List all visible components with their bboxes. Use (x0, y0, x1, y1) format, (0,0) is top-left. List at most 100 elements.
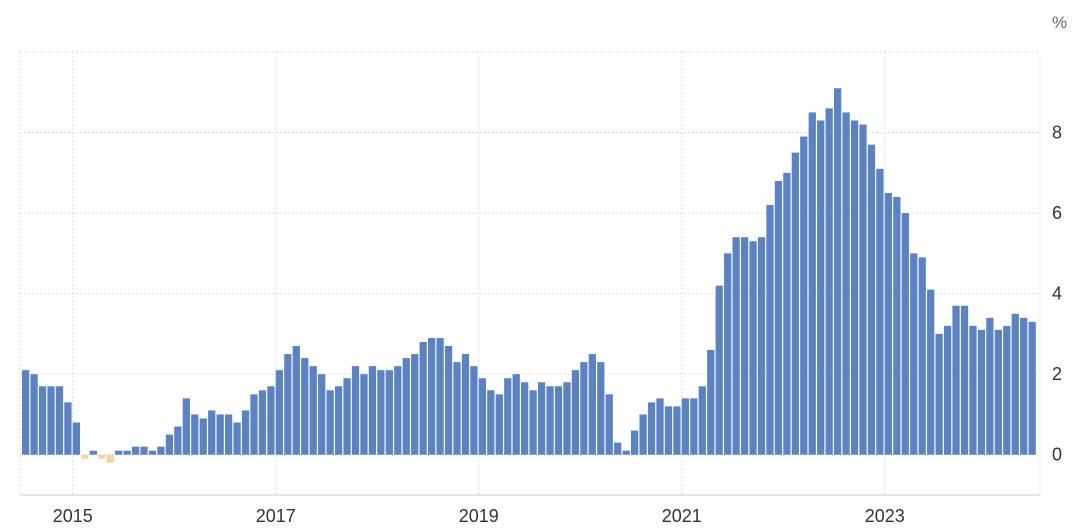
chart-bar[interactable] (292, 345, 300, 455)
chart-bar[interactable] (377, 370, 385, 455)
chart-bar[interactable] (859, 124, 867, 455)
chart-bar[interactable] (588, 354, 596, 455)
chart-bar[interactable] (571, 370, 580, 455)
chart-bar[interactable] (901, 213, 909, 455)
chart-bar[interactable] (774, 180, 783, 455)
chart-bar[interactable] (783, 172, 791, 455)
chart-bar[interactable] (165, 434, 174, 455)
chart-bar[interactable] (521, 382, 529, 455)
chart-bar[interactable] (284, 354, 292, 455)
chart-bar[interactable] (453, 362, 461, 455)
chart-bar[interactable] (419, 341, 427, 455)
chart-bar[interactable] (766, 205, 774, 455)
chart-bar[interactable] (326, 390, 334, 455)
chart-bar[interactable] (1028, 321, 1036, 455)
chart-bar[interactable] (343, 378, 351, 455)
chart-bar[interactable] (537, 382, 546, 455)
chart-bar[interactable] (148, 450, 157, 455)
chart-bar[interactable] (394, 366, 402, 455)
chart-bar[interactable] (360, 374, 368, 455)
chart-bar[interactable] (969, 325, 977, 455)
chart-bar[interactable] (157, 446, 165, 455)
chart-bar[interactable] (444, 345, 453, 455)
chart-bar[interactable] (910, 253, 918, 455)
chart-bar[interactable] (487, 390, 495, 455)
chart-bar[interactable] (250, 394, 258, 455)
chart-bar[interactable] (216, 414, 224, 455)
chart-bar[interactable] (123, 450, 131, 455)
chart-bar[interactable] (850, 120, 859, 455)
chart-bar[interactable] (64, 402, 72, 455)
chart-bar[interactable] (647, 402, 656, 455)
chart-bar[interactable] (55, 386, 64, 455)
chart-bar[interactable] (47, 386, 55, 455)
chart-bar[interactable] (38, 386, 47, 455)
chart-bar[interactable] (140, 446, 148, 455)
chart-bar[interactable] (241, 410, 250, 455)
chart-bar[interactable] (960, 305, 969, 455)
chart-bar[interactable] (191, 414, 199, 455)
chart-bar[interactable] (368, 366, 377, 455)
chart-bar[interactable] (673, 406, 681, 455)
chart-bar[interactable] (318, 374, 326, 455)
chart-bar[interactable] (1003, 325, 1011, 455)
chart-bar[interactable] (867, 144, 876, 455)
chart-bar[interactable] (72, 422, 81, 455)
chart-bar[interactable] (428, 337, 436, 455)
chart-bar[interactable] (89, 450, 97, 455)
chart-bar[interactable] (698, 386, 706, 455)
chart-bar[interactable] (800, 136, 808, 455)
chart-bar[interactable] (436, 337, 444, 455)
chart-bar[interactable] (977, 329, 986, 455)
chart-bar[interactable] (309, 366, 317, 455)
chart-bar[interactable] (554, 386, 563, 455)
chart-bar[interactable] (893, 196, 901, 455)
chart-bar[interactable] (707, 350, 715, 455)
chart-bar[interactable] (631, 430, 639, 455)
chart-bar[interactable] (656, 398, 664, 455)
chart-bar[interactable] (749, 241, 757, 455)
chart-bar[interactable] (182, 398, 190, 455)
chart-bar[interactable] (478, 378, 487, 455)
chart-bar[interactable] (622, 450, 630, 455)
chart-bar[interactable] (546, 386, 554, 455)
chart-bar[interactable] (715, 285, 723, 455)
chart-bar[interactable] (174, 426, 182, 455)
chart-bar[interactable] (512, 374, 520, 455)
chart-bar[interactable] (334, 386, 343, 455)
chart-bar[interactable] (199, 418, 207, 455)
chart-bar[interactable] (876, 168, 884, 455)
chart-bar[interactable] (732, 237, 740, 455)
chart-bar[interactable] (597, 362, 605, 455)
chart-bar[interactable] (470, 366, 478, 455)
chart-bar[interactable] (301, 358, 309, 455)
chart-bar[interactable] (994, 329, 1002, 455)
chart-bar[interactable] (385, 370, 393, 455)
chart-bar[interactable] (233, 422, 241, 455)
chart-bar[interactable] (22, 370, 30, 455)
chart-bar[interactable] (1011, 313, 1019, 455)
chart-bar[interactable] (808, 112, 816, 455)
chart-bar[interactable] (791, 152, 799, 455)
chart-bar[interactable] (935, 333, 943, 455)
chart-bar[interactable] (131, 446, 140, 455)
chart-bar[interactable] (495, 394, 503, 455)
chart-bar[interactable] (884, 192, 893, 455)
chart-bar[interactable] (225, 414, 233, 455)
chart-bar[interactable] (106, 454, 114, 463)
chart-bar[interactable] (208, 410, 216, 455)
chart-bar[interactable] (529, 390, 537, 455)
chart-bar[interactable] (461, 354, 470, 455)
chart-bar[interactable] (275, 370, 284, 455)
chart-bar[interactable] (258, 390, 267, 455)
chart-bar[interactable] (30, 374, 38, 455)
chart-bar[interactable] (639, 414, 647, 455)
chart-bar[interactable] (411, 354, 419, 455)
chart-bar[interactable] (681, 398, 690, 455)
chart-bar[interactable] (952, 305, 960, 455)
chart-bar[interactable] (986, 317, 994, 455)
chart-bar[interactable] (817, 120, 825, 455)
chart-bar[interactable] (614, 442, 622, 455)
chart-bar[interactable] (580, 362, 588, 455)
chart-bar[interactable] (740, 237, 749, 455)
